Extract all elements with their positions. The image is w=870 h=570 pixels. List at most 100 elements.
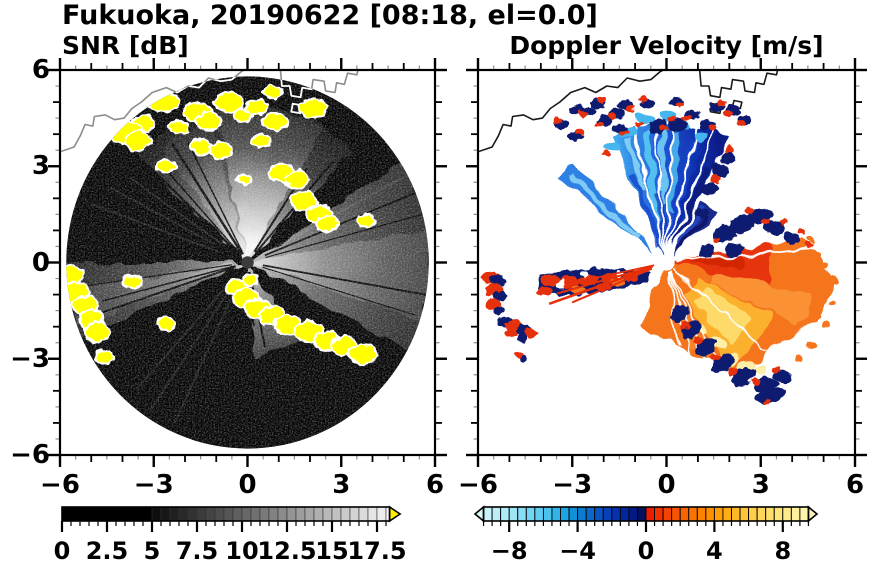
red-border-fleck xyxy=(713,237,720,243)
clutter-red xyxy=(578,111,589,119)
snr-ppi-panel xyxy=(44,54,451,471)
colorbar-cell xyxy=(196,506,207,522)
clutter-red xyxy=(666,115,677,123)
colorbar-cell xyxy=(187,506,198,522)
colorbar-cell xyxy=(542,506,553,522)
orange-speckle xyxy=(820,263,830,271)
snr-colorbar xyxy=(50,500,420,546)
clutter-blobs xyxy=(66,84,379,365)
radar-center-dot xyxy=(241,256,254,269)
yellow-clutter-blob xyxy=(155,158,177,174)
x-tick-label: 6 xyxy=(425,470,445,500)
white-gap xyxy=(666,271,679,346)
clutter-red xyxy=(682,114,692,122)
snr-colorbar-label: 0 xyxy=(53,537,71,565)
snr-colorbar-label: 7.5 xyxy=(175,537,219,565)
yellow-clutter-blob xyxy=(124,129,152,152)
red-fleck xyxy=(710,174,721,184)
orange-speckle xyxy=(813,314,822,320)
clutter-group xyxy=(66,84,379,365)
plot-area xyxy=(478,70,855,455)
colorbar-cell xyxy=(782,506,792,522)
colorbar-border xyxy=(61,506,391,522)
yellow-clutter-blob xyxy=(194,111,223,132)
band-red-blob xyxy=(536,286,552,296)
x-tick-label: 3 xyxy=(332,470,351,500)
colorbar-cell xyxy=(773,506,784,522)
yellow-clutter-blob xyxy=(188,137,213,157)
axes-frame xyxy=(466,58,867,467)
orange-overlay-wedge xyxy=(709,272,811,327)
colorbar-cell xyxy=(358,506,369,522)
colorbar-cell xyxy=(551,506,561,522)
colorbar-cell xyxy=(525,506,536,522)
band-red-blob xyxy=(540,274,560,286)
x-tick-label: −3 xyxy=(133,470,174,500)
navy-fleck xyxy=(711,164,729,179)
colorbar-cell xyxy=(705,506,715,522)
orange-speckle xyxy=(794,355,803,362)
white-gap xyxy=(665,118,675,255)
blue-streak xyxy=(626,137,647,190)
colorbar-cell xyxy=(349,506,360,522)
colorbar-cell xyxy=(143,507,152,521)
colorbar-cell xyxy=(178,506,189,522)
cluster-navy-blob xyxy=(492,291,508,302)
navy-border-blob xyxy=(669,306,689,323)
yellow-clutter-blob xyxy=(168,120,190,136)
coastline-main xyxy=(478,70,666,153)
orange-fan-border-clutter xyxy=(669,207,814,405)
colorbar-cell xyxy=(679,506,690,522)
snr-ppi-svg xyxy=(48,58,447,467)
cluster-red-blob xyxy=(524,328,539,338)
x-tick-label: 0 xyxy=(657,470,676,500)
snr-colorbar-label: 10 xyxy=(225,537,259,565)
yellow-clutter-blob xyxy=(297,97,329,120)
colorbar-cell xyxy=(241,506,252,522)
plot-frame xyxy=(58,68,437,457)
thin-red-ray xyxy=(557,265,654,295)
white-gap xyxy=(673,268,769,354)
yellow-clutter-blob xyxy=(262,111,290,131)
colorbar-cell xyxy=(223,506,234,522)
yellow-clutter-blob xyxy=(244,98,269,116)
colorbar-cell xyxy=(331,506,342,522)
band-hole xyxy=(581,270,588,277)
clutter-red xyxy=(625,105,635,112)
colorbar-cell xyxy=(304,506,315,522)
red-border-fleck xyxy=(694,337,705,345)
yellow-clutter-blob xyxy=(208,141,233,160)
colorbar-cell xyxy=(611,506,621,522)
band-hole xyxy=(557,280,566,290)
colorbar-cell xyxy=(560,506,570,522)
cyan-fleck xyxy=(602,142,621,152)
colorbar-cell xyxy=(602,506,613,522)
blue-streak xyxy=(658,124,668,205)
white-gap xyxy=(653,118,667,255)
colorbar-cell xyxy=(568,506,579,522)
orange-speckle xyxy=(827,278,836,285)
colorbar-cell xyxy=(722,506,732,522)
navy-border-blob xyxy=(731,367,756,386)
axes-frame xyxy=(48,58,447,467)
red-border-fleck xyxy=(797,229,806,235)
y-tick-label: 6 xyxy=(31,55,50,85)
colorbar-cell xyxy=(585,506,596,522)
thin-red-ray xyxy=(571,267,653,304)
cluster-red-blob xyxy=(504,329,518,337)
colorbar-cell xyxy=(696,506,707,522)
red-border-fleck xyxy=(762,397,772,405)
clutter-red xyxy=(675,102,686,109)
colorbar-cell xyxy=(790,506,801,522)
colorbar-cell xyxy=(534,506,544,522)
orange-speckle xyxy=(805,339,814,346)
white-gap xyxy=(667,124,698,255)
x-tick-label: −6 xyxy=(40,470,80,500)
red-fleck xyxy=(603,150,611,157)
coastline-island xyxy=(731,99,743,110)
y-tick-label: −3 xyxy=(10,343,50,374)
colorbar-cell xyxy=(295,506,306,522)
navy-fleck xyxy=(700,182,720,196)
red-border-fleck xyxy=(751,378,761,385)
clutter-red xyxy=(723,110,733,117)
